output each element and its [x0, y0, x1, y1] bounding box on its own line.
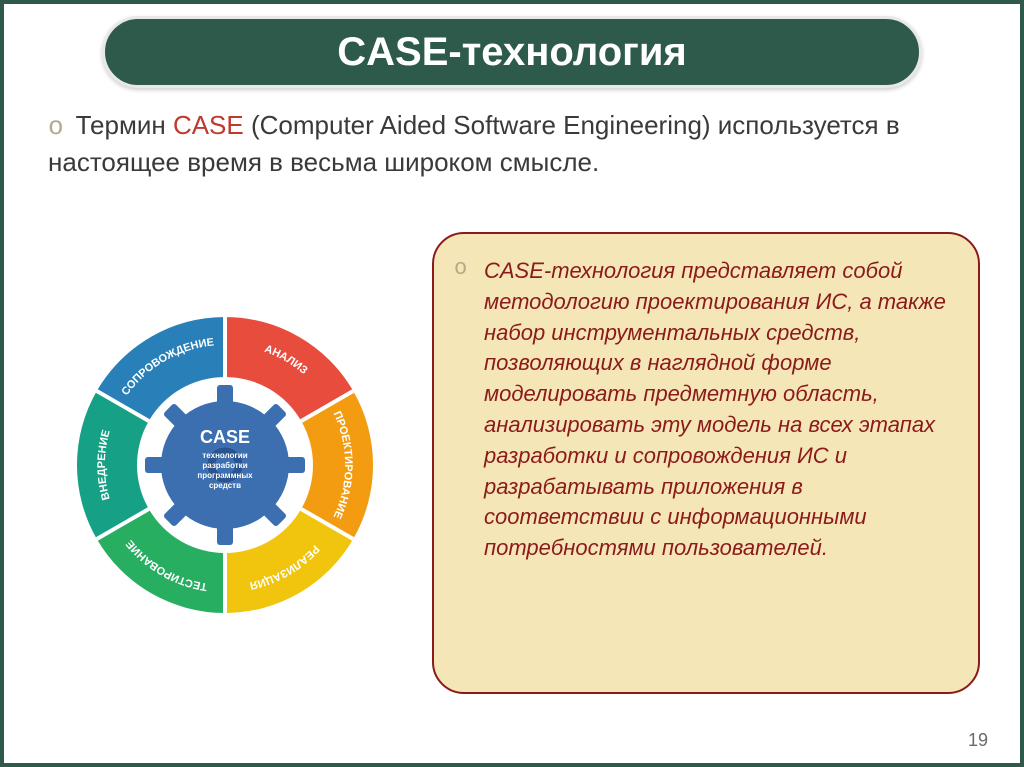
callout-text: CASE-технология представляет собой метод…	[484, 256, 950, 564]
page-number: 19	[968, 730, 988, 751]
callout-box: o CASE-технология представляет собой мет…	[432, 232, 980, 694]
svg-text:средств: средств	[209, 481, 241, 490]
svg-text:CASE: CASE	[200, 427, 250, 447]
bullet-marker: o	[48, 112, 64, 142]
svg-text:технологии: технологии	[202, 451, 247, 460]
slide-title: CASE-технология	[337, 30, 687, 75]
title-bar: CASE-технология	[102, 16, 922, 88]
case-cycle-diagram: АНАЛИЗ ПРОЕКТИРОВАНИЕ РЕАЛИЗАЦИЯ ТЕСТИРО…	[70, 310, 380, 620]
bullet-prefix: Термин	[76, 110, 173, 140]
main-bullet: oТермин CASE (Computer Aided Software En…	[48, 108, 976, 180]
svg-text:разработки: разработки	[202, 461, 247, 470]
case-keyword: CASE	[173, 110, 244, 140]
callout-marker: o	[454, 256, 467, 281]
svg-text:программных: программных	[197, 471, 253, 480]
